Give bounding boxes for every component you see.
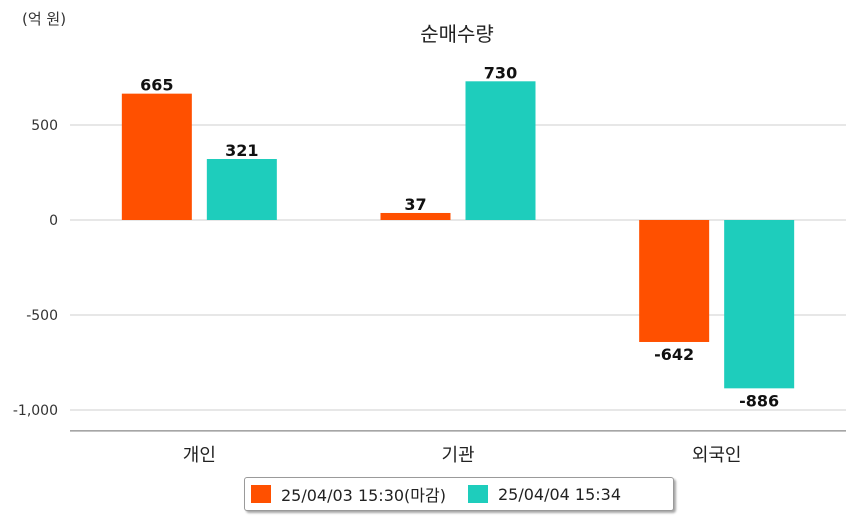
- data-label: 321: [225, 141, 258, 160]
- x-tick-label: 외국인: [692, 445, 742, 466]
- y-tick-label: 500: [31, 118, 58, 134]
- data-label: -886: [739, 391, 779, 410]
- y-tick-label: -500: [26, 308, 58, 324]
- legend-swatch: [467, 485, 488, 503]
- bar: [724, 220, 795, 389]
- y-axis-unit-label: (억 원): [22, 10, 67, 28]
- data-label: 730: [484, 63, 517, 82]
- legend-label: 25/04/03 15:30(마감): [281, 486, 446, 505]
- chart-title: 순매수량: [420, 22, 494, 46]
- bar: [121, 93, 192, 220]
- bar: [639, 220, 710, 342]
- bar: [380, 212, 451, 220]
- bar: [465, 81, 536, 220]
- x-tick-label: 개인: [183, 445, 216, 466]
- y-tick-label: -1,000: [13, 403, 58, 419]
- legend-swatch: [251, 485, 271, 503]
- bar: [206, 159, 277, 220]
- chart-legend: 25/04/03 15:30(마감) 25/04/04 15:34: [244, 477, 674, 511]
- x-tick-label: 기관: [441, 445, 474, 466]
- data-label: 37: [404, 195, 426, 214]
- y-tick-label: 0: [49, 213, 58, 229]
- data-label: -642: [654, 345, 694, 364]
- legend-label: 25/04/04 15:34: [497, 484, 622, 504]
- legend-item: 25/04/03 15:30(마감): [251, 482, 446, 506]
- legend-item: 25/04/04 15:34: [467, 484, 622, 504]
- data-label: 665: [140, 76, 173, 95]
